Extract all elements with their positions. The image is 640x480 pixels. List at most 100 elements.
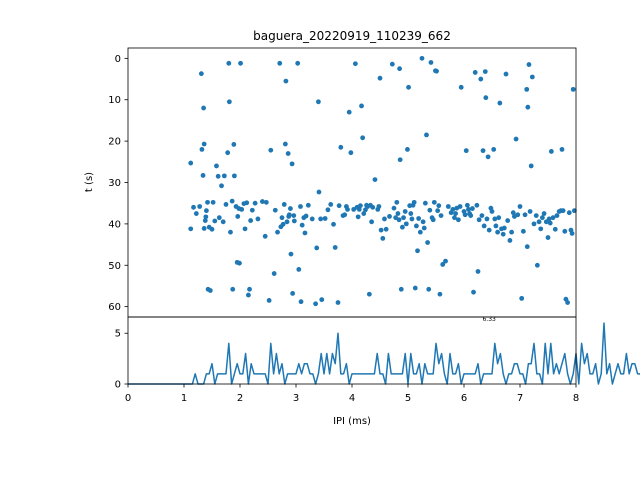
scatter-point: [478, 76, 484, 82]
scatter-point: [242, 226, 248, 232]
scatter-point: [232, 173, 237, 179]
scatter-point: [425, 240, 430, 245]
scatter-point: [229, 198, 235, 204]
scatter-point: [212, 218, 218, 224]
scatter-point: [427, 207, 433, 213]
histogram-x-ticks: 0 1 2 3 4 5 6 7 8: [125, 384, 579, 404]
scatter-point: [210, 199, 216, 205]
scatter-point: [376, 204, 382, 209]
scatter-point: [203, 214, 209, 220]
scatter-point: [524, 86, 530, 92]
scatter-point: [216, 215, 222, 221]
scatter-point: [570, 86, 576, 92]
scatter-point: [389, 61, 395, 67]
scatter-point: [414, 223, 419, 229]
scatter-point: [547, 220, 553, 226]
scatter-point: [366, 291, 372, 297]
scatter-point: [248, 218, 254, 223]
scatter-point: [288, 251, 294, 257]
scatter-point: [443, 258, 448, 264]
x-tick-label: 3: [293, 393, 299, 404]
scatter-point: [223, 202, 229, 207]
scatter-point: [280, 221, 286, 227]
scatter-point: [209, 226, 215, 232]
scatter-point: [548, 149, 554, 154]
scatter-point: [188, 160, 194, 166]
scatter-point: [534, 262, 540, 268]
scatter-point: [202, 218, 208, 223]
scatter-point: [295, 60, 301, 66]
scatter-point: [336, 203, 342, 209]
scatter-point: [421, 225, 427, 231]
scatter-point: [509, 229, 514, 235]
peak-annotation: 6.33: [482, 316, 496, 323]
scatter-point: [283, 78, 289, 84]
scatter-point: [527, 209, 533, 214]
scatter-point: [291, 218, 297, 224]
scatter-point: [430, 217, 436, 223]
scatter-point: [394, 199, 400, 205]
scatter-point: [456, 217, 461, 223]
scatter-point: [314, 245, 320, 251]
scatter-point: [198, 71, 204, 77]
scatter-point: [571, 208, 577, 214]
x-tick-label: 6: [461, 393, 467, 404]
scatter-point: [348, 150, 354, 156]
scatter-point: [540, 215, 545, 221]
scatter-point: [503, 71, 509, 77]
scatter-point: [464, 202, 470, 208]
scatter-point: [352, 61, 358, 67]
scatter-point: [524, 244, 530, 250]
scatter-point: [318, 216, 324, 222]
scatter-point: [204, 208, 209, 214]
scatter-point: [286, 212, 292, 218]
scatter-point: [309, 216, 315, 222]
scatter-point: [201, 141, 207, 147]
scatter-point: [402, 209, 408, 214]
scatter-point: [468, 213, 474, 219]
scatter-point: [377, 75, 383, 81]
scatter-point: [517, 204, 523, 209]
scatter-point: [303, 213, 309, 219]
scatter-point: [201, 226, 207, 231]
scatter-point: [369, 219, 374, 225]
scatter-point: [268, 147, 274, 153]
scatter-point: [284, 219, 290, 225]
scatter-point: [191, 204, 196, 210]
scatter-point: [431, 199, 437, 205]
scatter-point: [406, 84, 411, 90]
scatter-point: [415, 248, 420, 254]
scatter-point: [463, 148, 469, 154]
scatter-point: [440, 262, 446, 267]
scatter-point: [360, 135, 366, 141]
scatter-point: [416, 216, 422, 221]
scatter-point: [199, 146, 205, 152]
scatter-point: [471, 289, 476, 295]
scatter-point: [554, 213, 560, 219]
scatter-point: [338, 144, 344, 150]
scatter-point: [291, 213, 297, 219]
scatter-point: [322, 216, 328, 221]
histogram-y-ticks: 05: [115, 329, 128, 391]
scatter-point: [533, 213, 539, 219]
scatter-point: [281, 202, 287, 207]
scatter-point: [296, 267, 302, 272]
scatter-point: [493, 223, 499, 229]
scatter-point: [426, 286, 432, 292]
scatter-point: [482, 69, 488, 74]
scatter-point: [262, 233, 268, 239]
x-tick-label: 0: [125, 393, 131, 404]
scatter-point: [520, 228, 526, 234]
scatter-point: [526, 62, 532, 67]
scatter-point: [476, 217, 482, 223]
scatter-y-axis-label: t (s): [84, 172, 95, 192]
scatter-point: [428, 60, 434, 65]
scatter-point: [457, 204, 463, 209]
scatter-point: [249, 207, 255, 213]
scatter-point: [260, 199, 265, 204]
scatter-point: [417, 229, 423, 235]
scatter-point: [277, 60, 283, 66]
scatter-point: [479, 213, 485, 219]
